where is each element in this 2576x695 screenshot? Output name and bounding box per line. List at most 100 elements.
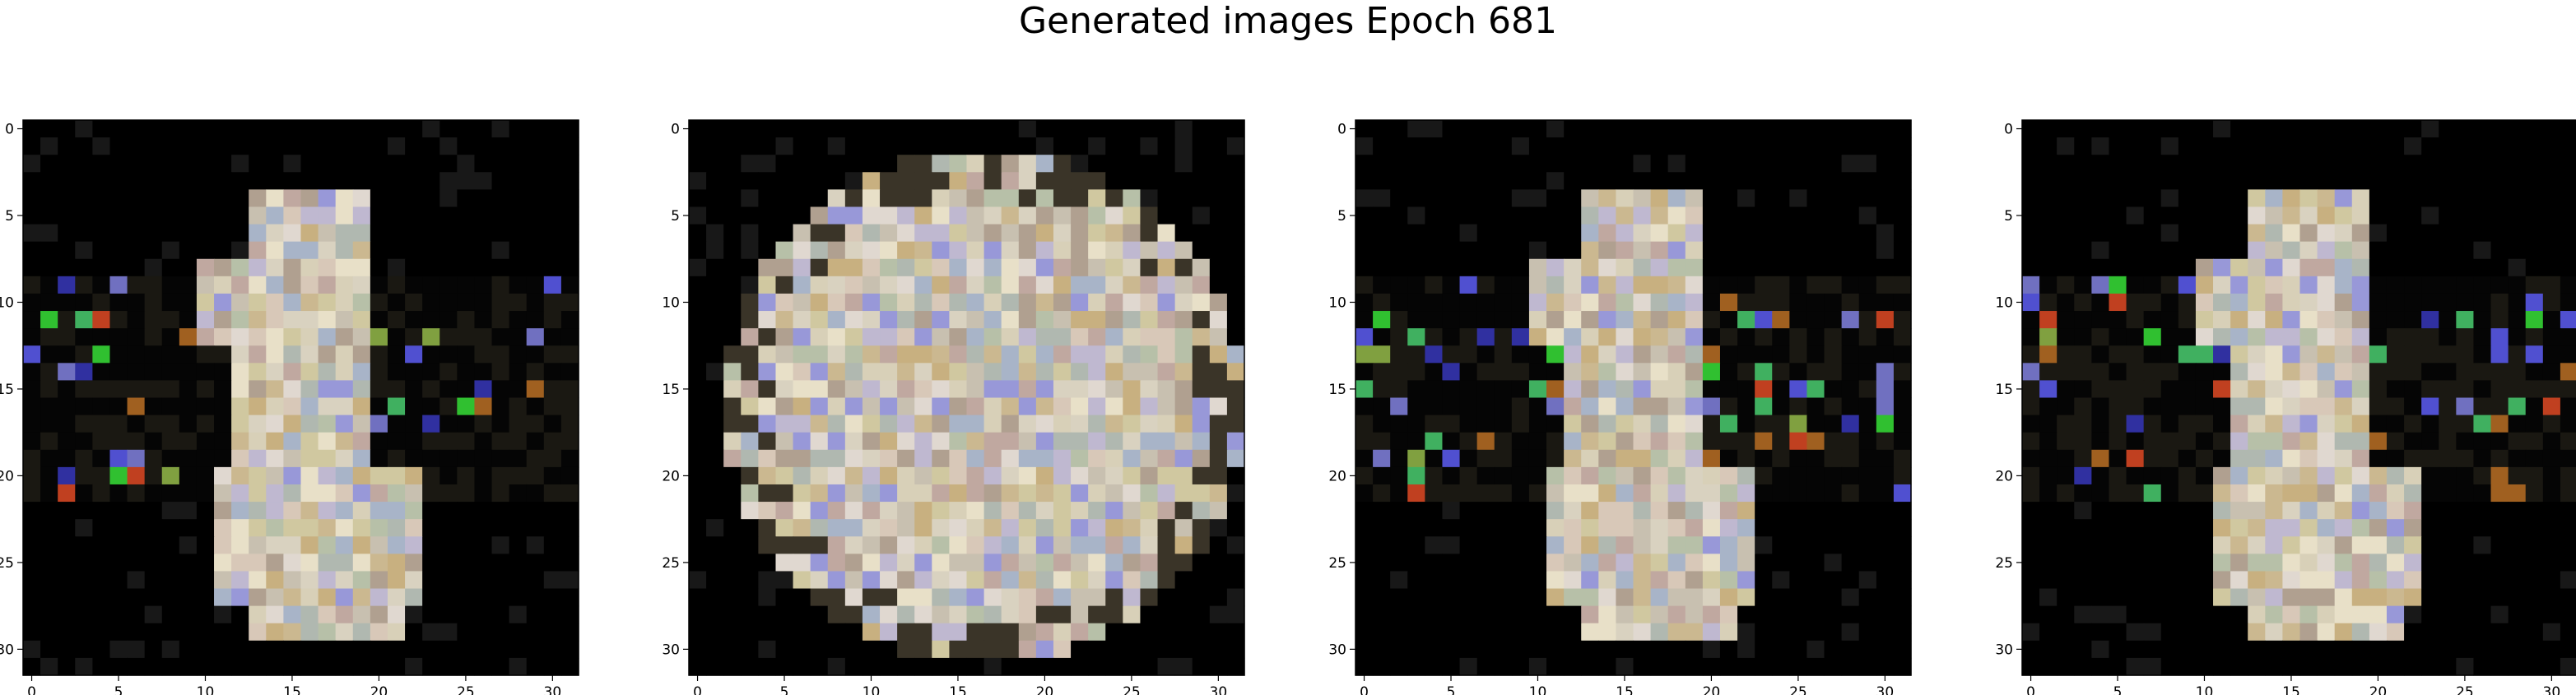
pixel bbox=[2560, 605, 2576, 624]
pixel bbox=[370, 502, 388, 520]
pixel bbox=[335, 328, 354, 346]
pixel bbox=[2178, 345, 2197, 364]
pixel bbox=[2317, 120, 2336, 138]
pixel bbox=[1719, 224, 1738, 243]
pixel bbox=[474, 172, 493, 190]
pixel bbox=[2160, 623, 2179, 642]
pixel bbox=[1650, 502, 1669, 520]
pixel bbox=[2057, 449, 2075, 468]
pixel bbox=[457, 588, 476, 607]
pixel bbox=[1667, 432, 1686, 451]
pixel bbox=[2195, 588, 2214, 607]
pixel bbox=[914, 189, 932, 208]
pixel bbox=[862, 571, 881, 590]
pixel bbox=[1053, 449, 1072, 468]
pixel bbox=[109, 345, 128, 364]
pixel bbox=[1001, 571, 1020, 590]
pixel bbox=[179, 155, 198, 173]
pixel bbox=[723, 502, 742, 520]
pixel bbox=[844, 588, 863, 607]
x-tick-label: 30 bbox=[544, 684, 562, 695]
pixel bbox=[2091, 571, 2110, 590]
pixel bbox=[40, 258, 58, 277]
pixel bbox=[2525, 554, 2544, 572]
pixel bbox=[509, 137, 528, 155]
pixel bbox=[1546, 605, 1565, 624]
pixel bbox=[1226, 258, 1245, 277]
pixel bbox=[1789, 241, 1808, 260]
pixel bbox=[810, 241, 829, 260]
pixel bbox=[810, 311, 829, 329]
y-tick-label: 10 bbox=[0, 294, 14, 311]
pixel bbox=[1824, 345, 1843, 364]
pixel bbox=[283, 466, 302, 485]
pixel bbox=[2351, 363, 2370, 382]
x-tick-label: 10 bbox=[197, 684, 215, 695]
pixel bbox=[214, 432, 232, 451]
pixel bbox=[1667, 120, 1686, 138]
pixel bbox=[2126, 588, 2145, 607]
pixel bbox=[1494, 155, 1513, 173]
pixel bbox=[1476, 415, 1495, 433]
pixel bbox=[2230, 258, 2248, 277]
pixel bbox=[249, 466, 267, 485]
pixel bbox=[1018, 380, 1037, 399]
pixel bbox=[2525, 120, 2544, 138]
pixel bbox=[2160, 172, 2179, 190]
pixel bbox=[689, 206, 707, 225]
pixel bbox=[2334, 293, 2353, 312]
pixel bbox=[1174, 258, 1193, 277]
pixel bbox=[2074, 380, 2092, 399]
pixel bbox=[1123, 536, 1142, 554]
pixel bbox=[509, 484, 528, 503]
pixel bbox=[2560, 432, 2576, 451]
pixel bbox=[1226, 241, 1245, 260]
pixel bbox=[2022, 536, 2040, 554]
pixel bbox=[422, 605, 440, 624]
pixel bbox=[266, 224, 285, 243]
pixel bbox=[2230, 345, 2248, 364]
pixel bbox=[2074, 328, 2092, 346]
pixel bbox=[1140, 397, 1159, 416]
pixel bbox=[2091, 623, 2110, 642]
pixel bbox=[2195, 554, 2214, 572]
pixel bbox=[144, 189, 163, 208]
pixel bbox=[2386, 605, 2405, 624]
pixel bbox=[457, 519, 476, 537]
pixel bbox=[2542, 588, 2561, 607]
pixel bbox=[741, 311, 759, 329]
pixel bbox=[966, 345, 985, 364]
pixel bbox=[249, 449, 267, 468]
pixel bbox=[23, 258, 41, 277]
pixel bbox=[1209, 519, 1228, 537]
pixel bbox=[127, 605, 146, 624]
pixel bbox=[2542, 640, 2561, 659]
pixel bbox=[2386, 276, 2405, 294]
pixel bbox=[109, 172, 128, 190]
pixel bbox=[2508, 276, 2527, 294]
pixel bbox=[2560, 345, 2576, 364]
pixel bbox=[1893, 657, 1912, 676]
pixel bbox=[1088, 571, 1106, 590]
pixel bbox=[1355, 206, 1374, 225]
pixel bbox=[1157, 415, 1176, 433]
pixel bbox=[1581, 224, 1599, 243]
pixel bbox=[1598, 536, 1617, 554]
pixel bbox=[1140, 519, 1159, 537]
pixel bbox=[422, 206, 440, 225]
pixel bbox=[723, 588, 742, 607]
pixel bbox=[300, 623, 319, 642]
pixel bbox=[1105, 293, 1123, 312]
pixel bbox=[1425, 276, 1444, 294]
pixel bbox=[810, 137, 829, 155]
pixel bbox=[706, 640, 724, 659]
pixel bbox=[1226, 432, 1245, 451]
pixel bbox=[1546, 571, 1565, 590]
pixel bbox=[370, 588, 388, 607]
pixel bbox=[2490, 605, 2509, 624]
pixel bbox=[474, 605, 493, 624]
pixel bbox=[1546, 657, 1565, 676]
pixel bbox=[2299, 605, 2318, 624]
pixel bbox=[1494, 137, 1513, 155]
pixel bbox=[2473, 155, 2492, 173]
